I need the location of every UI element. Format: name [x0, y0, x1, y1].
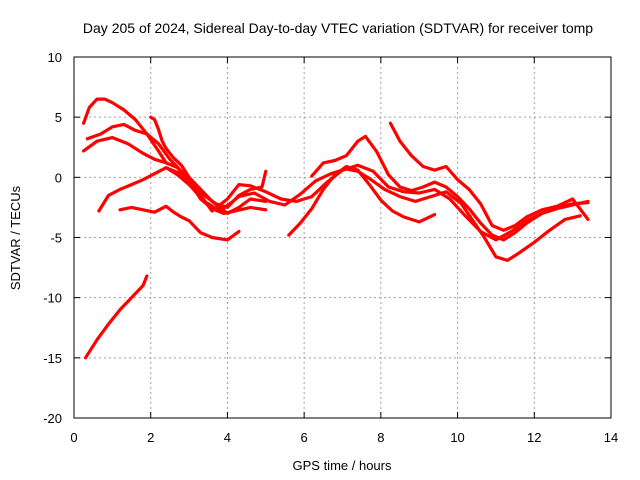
- plot-frame: [73, 56, 612, 419]
- x-tick-label: 2: [147, 430, 154, 445]
- grid-lines: [74, 57, 611, 418]
- chart-title: Day 205 of 2024, Sidereal Day-to-day VTE…: [83, 20, 593, 36]
- x-tick-label: 6: [301, 430, 308, 445]
- series-arc-4: [85, 122, 268, 209]
- data-series-layer: [81, 97, 590, 360]
- y-tick-label: 5: [55, 110, 62, 125]
- y-tick-label: -10: [43, 291, 62, 306]
- y-tick-label: -15: [43, 351, 62, 366]
- series-arc-10: [310, 134, 590, 242]
- series-arc-9: [287, 164, 437, 237]
- series-arc-1: [83, 274, 149, 360]
- y-tick-label: 0: [55, 170, 62, 185]
- y-tick-label: 10: [48, 50, 62, 65]
- x-tick-label: 10: [450, 430, 464, 445]
- series-arc-2: [81, 97, 168, 165]
- x-tick-label: 14: [604, 430, 618, 445]
- y-axis-label: SDTVAR / TECUs: [8, 185, 23, 290]
- x-tick-label: 4: [224, 430, 231, 445]
- x-axis-label: GPS time / hours: [293, 458, 392, 473]
- y-tick-label: -20: [43, 411, 62, 426]
- y-tick-label: -5: [50, 231, 62, 246]
- series-arc-8: [164, 166, 582, 262]
- series-arc-5: [97, 163, 590, 242]
- x-tick-label: 8: [377, 430, 384, 445]
- series-arc-6: [118, 204, 241, 242]
- series-arc-7: [149, 115, 268, 215]
- series-arc-11: [388, 121, 590, 232]
- x-tick-label: 0: [70, 430, 77, 445]
- x-tick-label: 12: [527, 430, 541, 445]
- axis-ticks: 0 2 4 6 8 10 12 14 -20 -15 -10 -5 0 5 10: [43, 50, 618, 445]
- series-arc-3: [81, 136, 268, 215]
